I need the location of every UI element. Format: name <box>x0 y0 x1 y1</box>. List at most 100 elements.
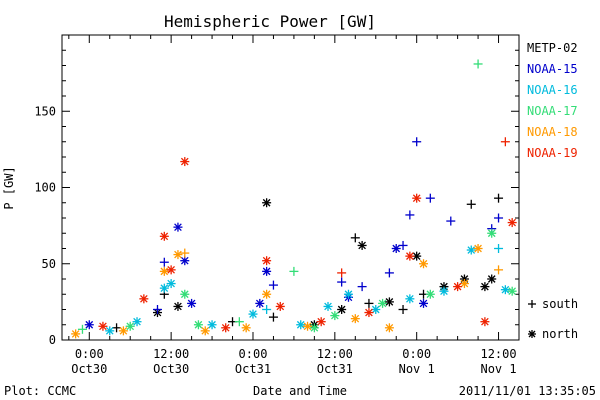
chart-title: Hemispheric Power [GW] <box>164 12 376 31</box>
legend-entry: NOAA-16 <box>527 83 578 97</box>
north-point <box>480 282 490 292</box>
north-point <box>337 305 347 314</box>
south-point <box>112 323 122 333</box>
north-point <box>405 294 415 304</box>
north-point <box>316 317 326 327</box>
north-point <box>378 298 388 308</box>
north-point <box>439 286 449 296</box>
south-point <box>234 317 244 327</box>
south-point <box>405 210 415 220</box>
south-point <box>159 257 169 267</box>
north-point <box>262 256 272 266</box>
x-axis-label: Date and Time <box>253 384 347 398</box>
south-point <box>500 137 510 147</box>
north-point <box>180 256 190 266</box>
south-point <box>494 193 504 203</box>
y-tick-label: 0 <box>49 333 56 347</box>
north-point <box>350 314 360 324</box>
north-point <box>159 266 169 276</box>
south-point <box>466 199 476 209</box>
south-point <box>152 305 162 314</box>
x-tick-label: 0:00 <box>75 347 104 361</box>
data-points <box>71 59 517 339</box>
north-point <box>221 323 231 333</box>
north-point <box>459 279 469 289</box>
legend-entry: NOAA-15 <box>527 62 578 76</box>
south-point <box>337 268 347 278</box>
north-point <box>173 301 183 311</box>
north-point <box>200 326 210 336</box>
y-axis: 0 50 100 150 <box>34 49 519 347</box>
south-point <box>337 277 347 287</box>
north-point <box>528 330 536 338</box>
south-point <box>268 312 278 322</box>
north-point <box>84 320 94 330</box>
x-tick-date-label: Oct31 <box>235 362 271 376</box>
north-point <box>303 321 313 331</box>
north-point <box>364 308 374 318</box>
north-point <box>419 298 429 308</box>
south-point <box>268 280 278 290</box>
north-point <box>118 326 128 336</box>
marker-legend-label: north <box>542 327 578 341</box>
north-point <box>262 266 272 276</box>
north-point <box>173 250 183 260</box>
north-point <box>371 305 381 314</box>
x-tick-label: 0:00 <box>239 347 268 361</box>
north-point <box>180 289 190 299</box>
south-point <box>528 300 536 308</box>
south-point <box>412 137 422 147</box>
y-axis-label: P [GW] <box>2 166 16 209</box>
south-point <box>384 268 394 278</box>
x-tick-date-label: Oct30 <box>153 362 189 376</box>
north-point <box>166 265 176 275</box>
legend-entry: NOAA-18 <box>527 125 578 139</box>
south-point <box>446 216 456 226</box>
north-point <box>180 157 190 167</box>
north-point <box>384 297 394 307</box>
x-tick-date-label: Nov 1 <box>399 362 435 376</box>
north-point <box>159 231 169 241</box>
north-point <box>323 301 333 311</box>
north-point <box>500 285 510 295</box>
x-tick-label: 0:00 <box>402 347 431 361</box>
south-point <box>398 240 408 250</box>
north-point <box>248 309 258 319</box>
plot-timestamp: 2011/11/01 13:35:05 <box>459 384 596 398</box>
south-point <box>494 265 504 275</box>
north-point <box>262 289 272 299</box>
north-point <box>262 198 272 208</box>
plot-credit: Plot: CCMC <box>4 384 76 398</box>
x-tick-date-label: Oct30 <box>71 362 107 376</box>
north-point <box>330 311 340 321</box>
north-point <box>159 283 169 293</box>
north-point <box>466 245 476 255</box>
legend-entry: NOAA-17 <box>527 104 578 118</box>
south-point <box>398 305 408 314</box>
legend-entry: NOAA-19 <box>527 146 578 160</box>
north-point <box>132 317 142 327</box>
north-point <box>98 321 108 331</box>
north-point <box>487 228 497 238</box>
y-tick-label: 50 <box>42 257 56 271</box>
south-point <box>289 266 299 276</box>
north-point <box>391 244 401 253</box>
legend-entry: METP-02 <box>527 41 578 55</box>
north-point <box>507 286 517 296</box>
north-point <box>473 244 483 253</box>
north-point <box>255 298 265 308</box>
north-point <box>412 193 422 203</box>
north-point <box>309 323 319 333</box>
north-point <box>425 289 435 299</box>
legend: METP-02 NOAA-15 NOAA-16 NOAA-17 NOAA-18 NOAA-… <box>527 41 578 160</box>
south-point <box>357 282 367 292</box>
south-point <box>180 248 190 258</box>
south-point <box>425 193 435 203</box>
x-tick-label: 12:00 <box>480 347 516 361</box>
north-point <box>241 323 251 333</box>
north-point <box>173 222 183 232</box>
x-tick-label: 12:00 <box>317 347 353 361</box>
north-point <box>507 218 517 228</box>
south-point <box>494 244 504 253</box>
